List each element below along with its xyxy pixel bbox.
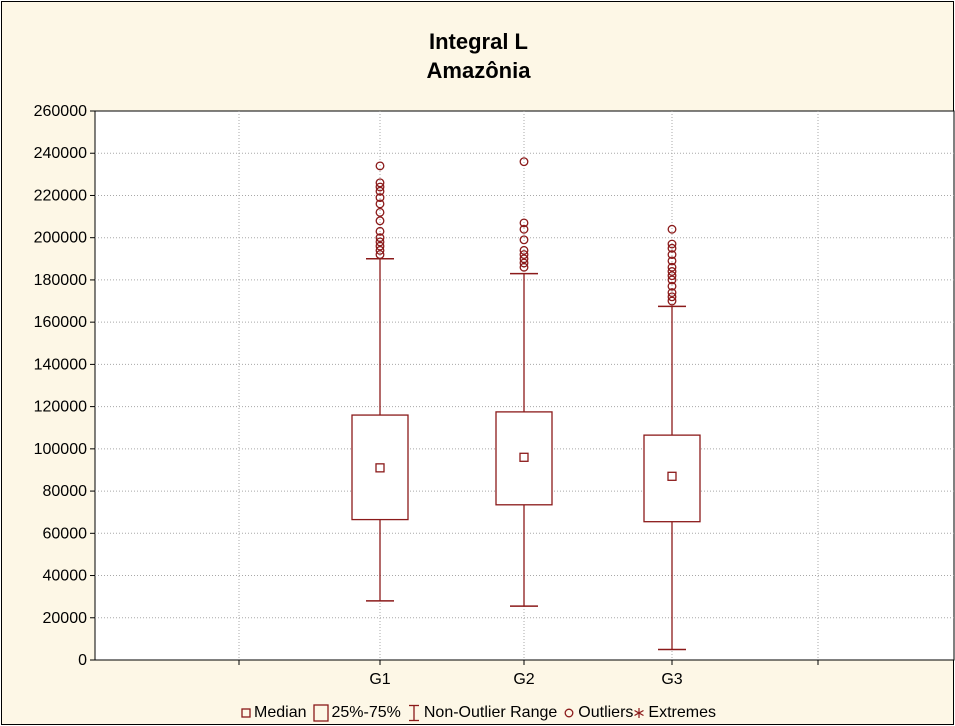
box-marker-icon bbox=[312, 704, 329, 722]
iqr-box bbox=[495, 411, 553, 506]
boxes bbox=[351, 157, 701, 651]
outlier-point bbox=[667, 296, 677, 306]
outlier-point bbox=[519, 235, 529, 245]
iqr-box bbox=[351, 414, 409, 521]
median-marker-icon bbox=[241, 708, 251, 718]
box-plot: 0 20000 40000 60000 80000 100000 120000 140000 1… bbox=[34, 103, 955, 688]
y-tick-label: 260000 bbox=[34, 103, 87, 120]
whisker-marker-icon bbox=[408, 704, 419, 722]
median-marker bbox=[667, 471, 677, 481]
outlier-point bbox=[667, 288, 677, 298]
outlier-point bbox=[375, 199, 385, 209]
extreme-marker-icon bbox=[634, 708, 645, 718]
y-tick-label: 140000 bbox=[34, 356, 87, 373]
x-tick-label-g3: G3 bbox=[661, 671, 682, 688]
outlier-point bbox=[519, 254, 529, 264]
outlier-point bbox=[519, 250, 529, 260]
outlier-point bbox=[519, 157, 529, 167]
outlier-point bbox=[375, 250, 385, 260]
y-tick-label: 0 bbox=[78, 652, 87, 669]
outlier-point bbox=[667, 256, 677, 266]
outlier-point bbox=[375, 186, 385, 196]
y-tick-label: 60000 bbox=[43, 525, 88, 542]
box-g1 bbox=[351, 161, 409, 602]
y-tick-label: 200000 bbox=[34, 230, 87, 247]
outlier-point bbox=[519, 245, 529, 255]
y-tick-label: 20000 bbox=[43, 610, 88, 627]
outlier-point bbox=[667, 281, 677, 291]
y-tick-label: 180000 bbox=[34, 272, 87, 289]
legend-box-label: 25%-75% bbox=[331, 704, 401, 721]
outlier-point bbox=[375, 241, 385, 251]
outlier-point bbox=[375, 226, 385, 236]
box-g3 bbox=[643, 224, 701, 651]
y-tick-label: 220000 bbox=[34, 187, 87, 204]
y-tick-label: 80000 bbox=[43, 483, 88, 500]
outlier-point bbox=[375, 161, 385, 171]
outlier-point bbox=[519, 218, 529, 228]
median-marker bbox=[375, 463, 385, 473]
x-tick-label-g2: G2 bbox=[513, 671, 534, 688]
legend: Median 25%-75% Non-Outlier Range Outlier… bbox=[2, 701, 955, 725]
y-tick-label: 240000 bbox=[34, 145, 87, 162]
legend-outliers: Outliers bbox=[563, 704, 633, 722]
outlier-point bbox=[667, 275, 677, 285]
outlier-point bbox=[375, 182, 385, 192]
legend-median-label: Median bbox=[254, 704, 307, 721]
outlier-point bbox=[375, 245, 385, 255]
outlier-point bbox=[519, 258, 529, 268]
iqr-box bbox=[643, 434, 701, 523]
outlier-point bbox=[667, 292, 677, 302]
outlier-point bbox=[375, 233, 385, 243]
outlier-point bbox=[375, 216, 385, 226]
outlier-point bbox=[375, 178, 385, 188]
y-tick-label: 100000 bbox=[34, 441, 87, 458]
outlier-point bbox=[667, 250, 677, 260]
median-marker bbox=[519, 452, 529, 462]
outlier-point bbox=[667, 262, 677, 272]
chart-subtitle: Amazônia bbox=[426, 58, 531, 83]
outlier-point bbox=[667, 271, 677, 281]
chart-title: Integral L bbox=[428, 29, 528, 54]
legend-extremes: Extremes bbox=[633, 704, 716, 722]
outlier-point bbox=[519, 262, 529, 272]
outlier-point bbox=[375, 237, 385, 247]
legend-range-label: Non-Outlier Range bbox=[423, 704, 558, 721]
outlier-point bbox=[375, 193, 385, 203]
outlier-point bbox=[667, 267, 677, 276]
x-axis: G1 G2 G3 bbox=[238, 660, 819, 688]
legend-range: Non-Outlier Range bbox=[407, 704, 557, 722]
box-g2 bbox=[495, 157, 553, 607]
outlier-point bbox=[519, 224, 529, 234]
outlier-point bbox=[667, 224, 677, 234]
legend-median: Median bbox=[241, 704, 307, 722]
legend-box: 25%-75% bbox=[312, 704, 401, 722]
outlier-point bbox=[667, 243, 677, 253]
legend-extremes-label: Extremes bbox=[648, 704, 716, 721]
legend-outliers-label: Outliers bbox=[578, 704, 634, 721]
y-tick-label: 40000 bbox=[43, 568, 88, 585]
outlier-point bbox=[375, 207, 385, 217]
y-axis: 0 20000 40000 60000 80000 100000 120000 140000 1… bbox=[34, 103, 95, 669]
y-tick-label: 120000 bbox=[34, 399, 87, 416]
outlier-marker-icon bbox=[564, 708, 574, 718]
y-tick-label: 160000 bbox=[34, 314, 87, 331]
x-tick-label-g1: G1 bbox=[369, 671, 390, 688]
outlier-point bbox=[667, 239, 677, 249]
